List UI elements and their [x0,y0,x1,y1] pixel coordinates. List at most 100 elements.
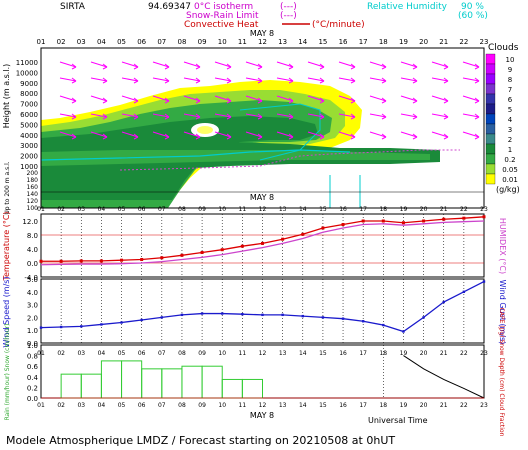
y-tick-12.0: 12.0 [22,218,38,226]
wind-ylabel: Wind Speed (m/s) [2,276,11,347]
hour-label-08: 08 [178,402,186,409]
wind-arrow [59,95,77,102]
hour-label-06: 06 [138,350,146,357]
hour-label-15: 15 [318,38,327,46]
hour-label-16: 16 [339,38,348,46]
hour-label-18: 18 [379,350,387,357]
y-tick-8.0: 8.0 [27,232,38,240]
wind-arrow-head [288,63,294,70]
mid-hour-axis-1: 01 02 03 04 05 06 07 08 09 10 11 12 13 14 15 16 17 18 19 20… [37,206,488,213]
wind-point [321,316,325,319]
clouds-legend-unit: (g/kg) [496,185,520,194]
wind-arrow-head [319,77,325,84]
cloud-field [41,80,440,208]
cloud-y-ticks: 11000 10000 9000 8000 7000 6000 5000 4000 3000 20… [16,59,38,212]
legend-snowrain-sample: (---) [280,11,297,21]
precip-panel: 1.0 0.8 0.6 0.4 0.2 0.0 Rain (mm/hour) Snow (… [4,308,505,437]
isotherm-line [119,149,460,171]
height-tick-4000: 4000 [20,132,38,140]
y-tick-1.0: 1.0 [27,342,38,350]
hour-label-03: 03 [77,402,85,409]
hour-label-22: 22 [460,206,468,213]
legend-isotherm-label: 0°C isotherm [194,2,253,12]
wind-arrow [152,113,170,118]
wind-arrow [400,113,418,118]
temp-point [301,232,305,236]
wind-arrow [276,77,294,82]
series-cape [403,355,485,399]
hour-label-02: 02 [57,402,65,409]
wind-arrow-head [257,63,263,70]
wind-point [341,317,345,320]
wind-arrow-head [381,113,387,120]
wind-arrow [214,61,232,68]
hour-label-18: 18 [379,402,387,409]
hour-label-21: 21 [440,402,448,409]
wind-arrow-head [319,133,325,140]
wind-arrow-head [71,77,77,84]
height-tick-9000: 9000 [20,80,38,88]
wind-arrow-head [288,133,294,140]
wind-arrow [307,77,325,82]
hour-label-03: 03 [77,206,85,213]
wind-arrow-head [350,133,356,140]
series-humidex [40,220,485,266]
wind-arrow [183,113,201,118]
wind-arrow [183,95,201,102]
hour-label-16: 16 [339,402,347,409]
temp-point [261,241,264,245]
wind-arrow [59,113,77,118]
wind-arrow-head [319,63,325,70]
hour-label-12: 12 [259,206,267,213]
wind-arrow [307,95,325,102]
wind-arrow-head [381,97,387,104]
temp-point [321,226,325,230]
y-tick-0.2: 0.2 [27,384,38,392]
wind-arrow [152,131,170,138]
hour-label-11: 11 [239,402,247,409]
wind-arrow-head [257,113,263,120]
wind-arrow-head [164,113,170,120]
hour-label-09: 09 [198,206,206,213]
wind-arrow-head [474,77,480,84]
hour-label-22: 22 [460,402,468,409]
wind-arrow-head [226,133,232,140]
hour-label-16: 16 [339,350,347,357]
wind-arrow-head [257,77,263,84]
wind-arrow-head [319,113,325,120]
height-tick-7000: 7000 [20,101,38,109]
y-tick-4.0: 4.0 [27,246,38,254]
hour-label-04: 04 [97,38,106,46]
wind-arrow [400,95,418,102]
clouds-legend-swatch-0.01 [485,173,496,185]
wind-panel: 5.04.03.02.01.00.0 Wind Speed (m/s) Wind… [2,276,507,348]
station-coords: 94.69347 [148,2,191,12]
station-name: SIRTA [60,2,86,12]
hour-label-14: 14 [299,350,307,357]
wind-arrow [338,131,356,138]
legend-rh-value2: (60 %) [458,11,488,21]
legend-snowrain-label: Snow-Rain Limit [186,11,259,21]
clouds-legend-swatch-9 [485,63,496,75]
hour-label-21: 21 [439,38,448,46]
clouds-legend-swatch-1 [485,143,496,155]
wind-arrow [431,61,449,68]
wind-point [221,312,224,315]
hour-label-06: 06 [138,206,146,213]
wind-point [361,320,365,323]
hour-label-02: 02 [57,38,66,46]
wind-arrow [121,113,139,118]
hour-label-23: 23 [480,402,488,409]
clouds-legend-swatch-2 [485,133,496,145]
clouds-legend-level-10: 10 [506,56,515,64]
hour-label-17: 17 [359,206,367,213]
wind-arrow [462,77,480,82]
wind-arrow [183,131,201,138]
hour-label-16: 16 [339,206,347,213]
wind-arrow [400,131,418,138]
wind-arrow-head [288,77,294,84]
legend-isotherm-sample: (---) [280,2,297,12]
wind-arrow [276,113,294,118]
legend-rh-label: Relative Humidity [367,2,448,12]
